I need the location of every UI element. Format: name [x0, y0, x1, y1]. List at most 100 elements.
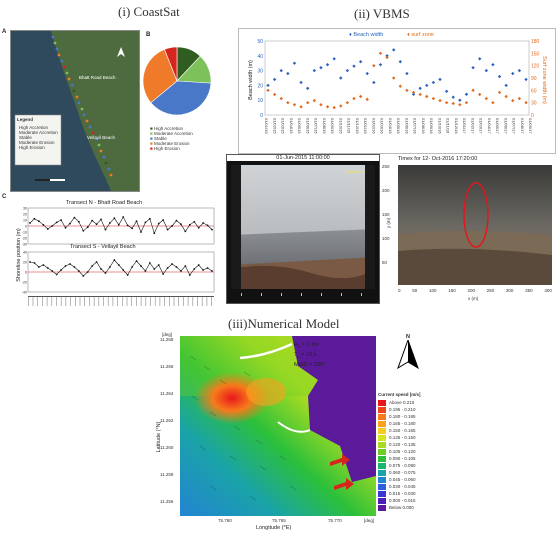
current-speed-legend: Current speed [m/s] Above 0.210 0.195 - 0…: [378, 392, 438, 511]
x-tick-mark: [60, 297, 62, 306]
speed-swatch: [378, 483, 386, 490]
y-tick-right: 60: [531, 88, 537, 94]
beach-width-point: [471, 65, 475, 70]
panel-label-a: A: [2, 29, 7, 35]
x-tick-label: 01/07/16: [413, 118, 418, 134]
surf-zone-point: [464, 100, 469, 105]
x-tick-label: 01/09/17: [528, 118, 533, 134]
data-point: [166, 267, 169, 269]
beach-width-point: [286, 71, 290, 76]
legend-swatch: ■: [150, 136, 154, 141]
data-point: [162, 273, 165, 275]
speed-swatch: [378, 497, 386, 504]
map-label-vellayil: Vellayil Beach: [87, 135, 116, 140]
data-point: [144, 270, 147, 272]
breakwater: [239, 342, 293, 360]
x-tick-label: 01/06/16: [404, 118, 409, 134]
speed-label: 0.165 - 0.180: [389, 421, 416, 426]
surf-zone-point: [451, 101, 455, 106]
coastline-map: [11, 31, 139, 191]
beach-width-point: [418, 86, 422, 91]
surf-zone-point: [517, 96, 522, 101]
y-tick-right: 0: [531, 113, 534, 119]
param-hs: Hs = 1.7m: [294, 342, 325, 349]
beach-width-point: [312, 68, 317, 73]
data-point: [91, 219, 94, 222]
speed-label: 0.195 - 0.210: [389, 407, 416, 412]
x-tick-mark: [159, 297, 161, 306]
data-point: [64, 226, 67, 229]
speed-legend-row: 0.075 - 0.090: [378, 462, 438, 469]
legend-swatch: ■: [150, 131, 154, 136]
y-tick-left: 20: [257, 83, 263, 89]
title-coastsat: (i) CoastSat: [118, 4, 180, 19]
surf-zone-label: surf zone: [411, 32, 434, 38]
x-tick: 400: [544, 288, 552, 293]
surf-zone-point: [477, 92, 482, 97]
y-tick: 11.264: [160, 391, 174, 396]
pie-legend: ■ High Accretion ■ Moderate Accretion ■ St…: [150, 126, 193, 151]
data-point: [95, 261, 98, 263]
x-tick-label: 01/02/15: [272, 118, 277, 134]
legend-label: Moderate Accretion: [153, 131, 193, 136]
y-tick: 11.266: [160, 364, 174, 369]
speed-legend-row: Below 0.000: [378, 504, 438, 511]
beach-width-marker: ♦: [349, 32, 354, 38]
beach-width-point: [266, 83, 270, 88]
x-tick-mark: [187, 297, 189, 306]
vbms-photo-1: 01-Jun-2015 11:00:00 Camera 1: [226, 154, 380, 304]
speed-legend-row: 0.060 - 0.075: [378, 469, 438, 476]
x-tick-mark: [145, 297, 147, 306]
speed-legend-row: 0.015 - 0.030: [378, 490, 438, 497]
surf-zone-point: [312, 98, 317, 103]
surf-zone-point: [444, 100, 449, 105]
data-point: [171, 263, 173, 265]
x-tick-label: 01/06/17: [503, 118, 508, 134]
map-legend-item: Moderate Accretion: [19, 130, 58, 135]
beach-width-point: [484, 68, 489, 73]
x-tick-label: 01/04/17: [487, 118, 492, 134]
x-tick-mark: [136, 297, 137, 306]
data-point: [202, 269, 205, 271]
speed-swatch: [378, 399, 386, 406]
wave-params: Hs = 1.7m Tp = 18 s MWD = 235°: [294, 342, 325, 368]
data-point: [95, 223, 98, 226]
x-tick-mark: [150, 297, 151, 306]
pie-legend-item: ■ Moderate Accretion: [150, 131, 193, 136]
beach-width-point: [299, 80, 303, 85]
x-tick-mark: [164, 297, 165, 306]
beach-width-point: [451, 95, 455, 99]
y-tick-right: 120: [531, 64, 540, 70]
y-tick-label: -10: [22, 231, 27, 235]
speed-swatch: [378, 455, 386, 462]
speed-legend-row: 0.000 - 0.015: [378, 497, 438, 504]
x-tick-mark: [126, 297, 128, 306]
speed-label: Above 0.210: [389, 400, 415, 405]
y-tick-left: 40: [257, 54, 263, 60]
photo-2-xlabel: x (m): [468, 296, 479, 301]
y-tick-label: -30: [22, 243, 27, 247]
num-y-ticks: 11.268 11.266 11.264 11.262 11.260 11.25…: [160, 336, 173, 525]
surf-zone-point: [365, 97, 369, 102]
x-tick-label: 01/08/17: [520, 118, 525, 134]
surf-zone-marker: ♦: [407, 32, 412, 38]
y-tick-label: 0: [25, 225, 27, 229]
beach-width-point: [339, 76, 343, 80]
x-tick-label: 01/03/15: [281, 118, 286, 134]
speed-swatch: [378, 441, 386, 448]
x-tick-label: 01/05/16: [396, 118, 401, 134]
beach-width-point: [292, 61, 297, 65]
x-tick-mark: [107, 297, 109, 306]
speed-swatch: [378, 469, 386, 476]
legend-label: Moderate Erosion: [153, 141, 190, 146]
data-point: [104, 228, 107, 231]
y-tick-label: -20: [22, 237, 27, 241]
beach-width-point: [398, 60, 403, 64]
data-point: [33, 262, 36, 264]
surf-zone-point: [266, 88, 270, 93]
surf-zone-point: [305, 100, 310, 105]
param-tp: Tp = 18 s: [294, 352, 325, 359]
surf-zone-point: [332, 105, 336, 110]
data-point: [184, 230, 187, 233]
x-tick-mark: [131, 297, 132, 306]
